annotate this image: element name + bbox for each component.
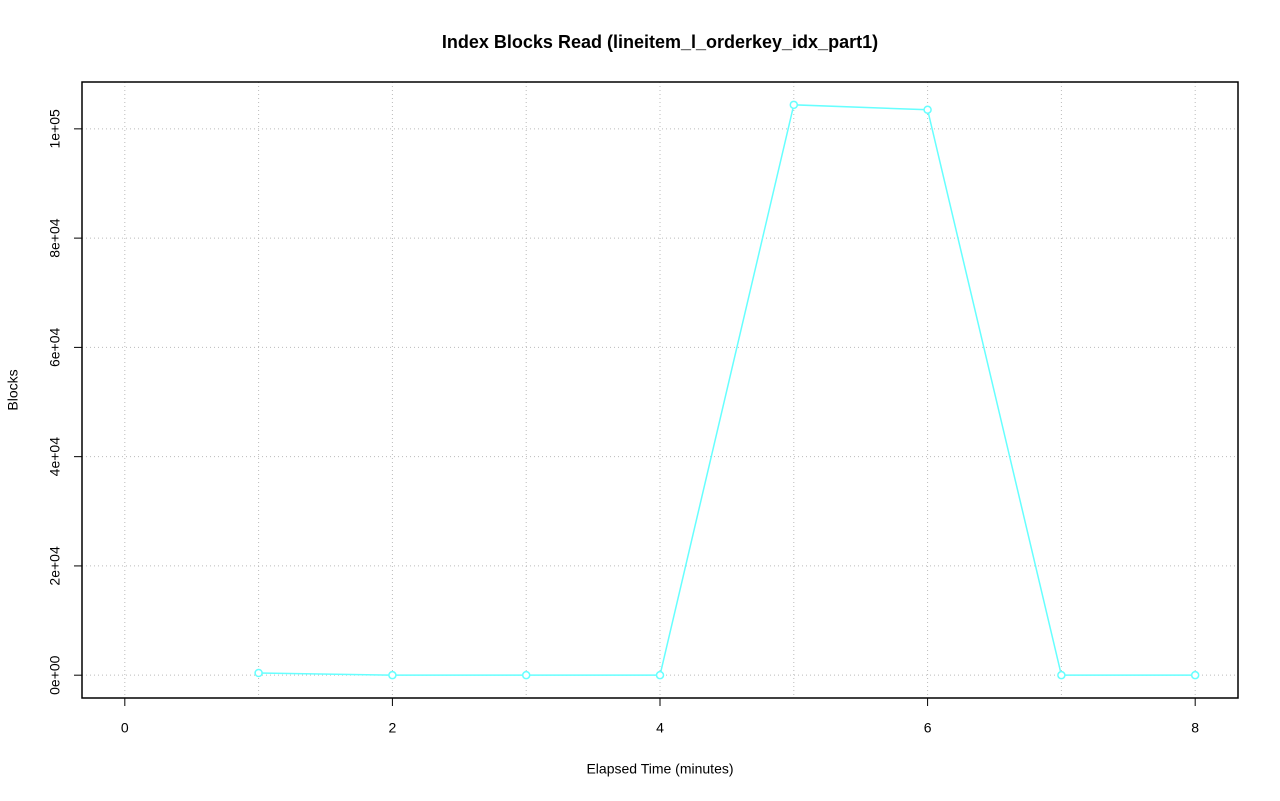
- x-tick-label: 6: [924, 720, 932, 736]
- y-tick-label: 1e+05: [47, 109, 63, 149]
- y-tick-label: 2e+04: [47, 546, 63, 586]
- y-tick-label: 6e+04: [47, 328, 63, 368]
- data-point: [655, 670, 665, 680]
- x-axis-label: Elapsed Time (minutes): [586, 761, 733, 777]
- data-point: [789, 100, 799, 110]
- y-tick-label: 0e+00: [47, 655, 63, 695]
- x-tick-label: 8: [1191, 720, 1199, 736]
- x-tick-label: 4: [656, 720, 664, 736]
- x-tick-label: 0: [121, 720, 129, 736]
- chart-title: Index Blocks Read (lineitem_l_orderkey_i…: [442, 32, 878, 52]
- y-tick-label: 4e+04: [47, 437, 63, 477]
- data-point: [1057, 670, 1066, 680]
- data-point: [923, 105, 932, 114]
- data-point: [388, 670, 397, 680]
- x-tick-label: 2: [389, 720, 397, 736]
- y-axis-label: Blocks: [5, 369, 21, 410]
- y-tick-label: 8e+04: [47, 218, 63, 258]
- data-line: [258, 104, 1196, 676]
- data-point: [254, 668, 263, 678]
- data-point: [1190, 670, 1200, 680]
- data-point: [521, 670, 531, 680]
